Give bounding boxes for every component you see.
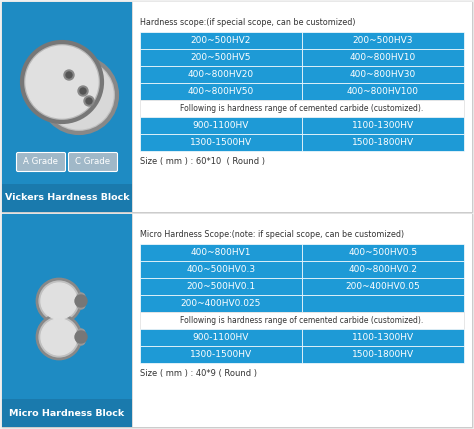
Text: 900-1100HV: 900-1100HV [193,333,249,342]
Text: Micro Hardness Block: Micro Hardness Block [9,408,125,417]
FancyBboxPatch shape [2,214,472,427]
FancyBboxPatch shape [302,244,464,261]
Text: 1500-1800HV: 1500-1800HV [352,350,414,359]
Circle shape [64,70,74,80]
Circle shape [37,279,81,323]
FancyBboxPatch shape [140,329,302,346]
FancyBboxPatch shape [140,32,302,49]
FancyBboxPatch shape [302,329,464,346]
Text: 400~800HV20: 400~800HV20 [188,70,254,79]
Circle shape [77,329,85,337]
Circle shape [77,297,85,305]
Text: Micro Hardness Scope:(note: if special scope, can be customized): Micro Hardness Scope:(note: if special s… [140,230,404,239]
FancyBboxPatch shape [2,399,132,427]
Text: Hardness scope:(if special scope, can be customized): Hardness scope:(if special scope, can be… [140,18,356,27]
Text: 400~800HV1: 400~800HV1 [191,248,251,257]
FancyBboxPatch shape [302,295,464,312]
FancyBboxPatch shape [2,184,132,212]
Text: 200~500HV0.1: 200~500HV0.1 [186,282,255,291]
FancyBboxPatch shape [140,244,302,261]
Text: C Grade: C Grade [75,157,110,166]
Text: 400~500HV0.5: 400~500HV0.5 [348,248,418,257]
Text: 400~500HV0.3: 400~500HV0.3 [186,265,255,274]
Text: 200~500HV5: 200~500HV5 [191,53,251,62]
Text: 400~800HV30: 400~800HV30 [350,70,416,79]
FancyBboxPatch shape [302,134,464,151]
Circle shape [77,301,85,309]
Text: 1300-1500HV: 1300-1500HV [190,350,252,359]
Circle shape [22,42,102,122]
Circle shape [26,46,98,118]
Circle shape [66,72,72,78]
Text: Size ( mm ) : 40*9 ( Round ): Size ( mm ) : 40*9 ( Round ) [140,369,257,378]
Circle shape [75,295,87,307]
FancyBboxPatch shape [302,261,464,278]
Circle shape [84,96,94,106]
Text: 400~800HV100: 400~800HV100 [347,87,419,96]
FancyBboxPatch shape [132,2,472,212]
Text: 200~500HV3: 200~500HV3 [353,36,413,45]
FancyBboxPatch shape [302,83,464,100]
FancyBboxPatch shape [140,49,302,66]
FancyBboxPatch shape [302,32,464,49]
Circle shape [77,293,85,301]
Text: 400~800HV50: 400~800HV50 [188,87,254,96]
Text: 200~400HV0.025: 200~400HV0.025 [181,299,261,308]
Circle shape [75,331,87,343]
Circle shape [45,61,113,129]
Text: 400~800HV10: 400~800HV10 [350,53,416,62]
FancyBboxPatch shape [2,2,472,212]
Text: 1500-1800HV: 1500-1800HV [352,138,414,147]
FancyBboxPatch shape [140,346,302,363]
FancyBboxPatch shape [140,100,464,117]
FancyBboxPatch shape [302,346,464,363]
Text: 1100-1300HV: 1100-1300HV [352,333,414,342]
Text: 900-1100HV: 900-1100HV [193,121,249,130]
FancyBboxPatch shape [140,261,302,278]
Circle shape [37,315,81,359]
FancyBboxPatch shape [302,278,464,295]
Text: 200~400HV0.05: 200~400HV0.05 [346,282,420,291]
Text: A Grade: A Grade [24,157,58,166]
FancyBboxPatch shape [17,152,65,172]
Text: Size ( mm ) : 60*10  ( Round ): Size ( mm ) : 60*10 ( Round ) [140,157,265,166]
FancyBboxPatch shape [132,214,472,427]
Circle shape [41,57,117,133]
FancyBboxPatch shape [140,83,302,100]
FancyBboxPatch shape [302,66,464,83]
Text: Vickers Hardness Block: Vickers Hardness Block [5,193,129,202]
Text: Following is hardness range of cemented carbide (customized).: Following is hardness range of cemented … [181,316,424,325]
Circle shape [80,88,86,94]
FancyBboxPatch shape [302,49,464,66]
Circle shape [86,98,92,104]
FancyBboxPatch shape [140,295,302,312]
Text: 400~800HV0.2: 400~800HV0.2 [348,265,418,274]
FancyBboxPatch shape [2,214,132,427]
FancyBboxPatch shape [69,152,118,172]
Circle shape [77,333,85,341]
Text: Following is hardness range of cemented carbide (customized).: Following is hardness range of cemented … [181,104,424,113]
Text: 1300-1500HV: 1300-1500HV [190,138,252,147]
Circle shape [78,86,88,96]
FancyBboxPatch shape [140,117,302,134]
FancyBboxPatch shape [2,2,132,212]
FancyBboxPatch shape [140,312,464,329]
FancyBboxPatch shape [140,66,302,83]
FancyBboxPatch shape [140,278,302,295]
Circle shape [41,283,77,319]
Text: 1100-1300HV: 1100-1300HV [352,121,414,130]
Text: 200~500HV2: 200~500HV2 [191,36,251,45]
FancyBboxPatch shape [140,134,302,151]
FancyBboxPatch shape [302,117,464,134]
Circle shape [41,319,77,355]
Circle shape [77,337,85,345]
